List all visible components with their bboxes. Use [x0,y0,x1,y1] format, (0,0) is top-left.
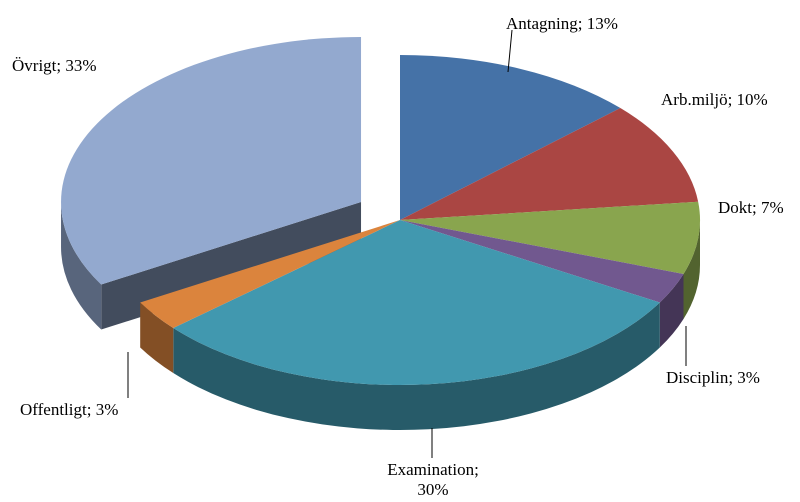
slice [140,220,400,329]
slice-side [140,302,174,374]
slice [400,220,684,303]
data-label: Övrigt; 33% [12,56,97,75]
slice-side [173,302,660,430]
data-label: Dokt; 7% [718,198,784,217]
slice-side [683,220,700,319]
slice [400,201,700,274]
slice [173,220,660,385]
slice [400,108,699,220]
data-label: Antagning; 13% [506,14,618,33]
slice-side [659,273,684,348]
slice-side [61,202,102,330]
leader-line [507,29,513,73]
slice [400,55,621,220]
data-label: Offentligt; 3% [20,400,119,419]
data-label: Disciplin; 3% [666,368,760,387]
data-label: Arb.miljö; 10% [661,90,768,109]
slice [61,37,362,285]
data-label: Examination; 30% [387,460,479,499]
